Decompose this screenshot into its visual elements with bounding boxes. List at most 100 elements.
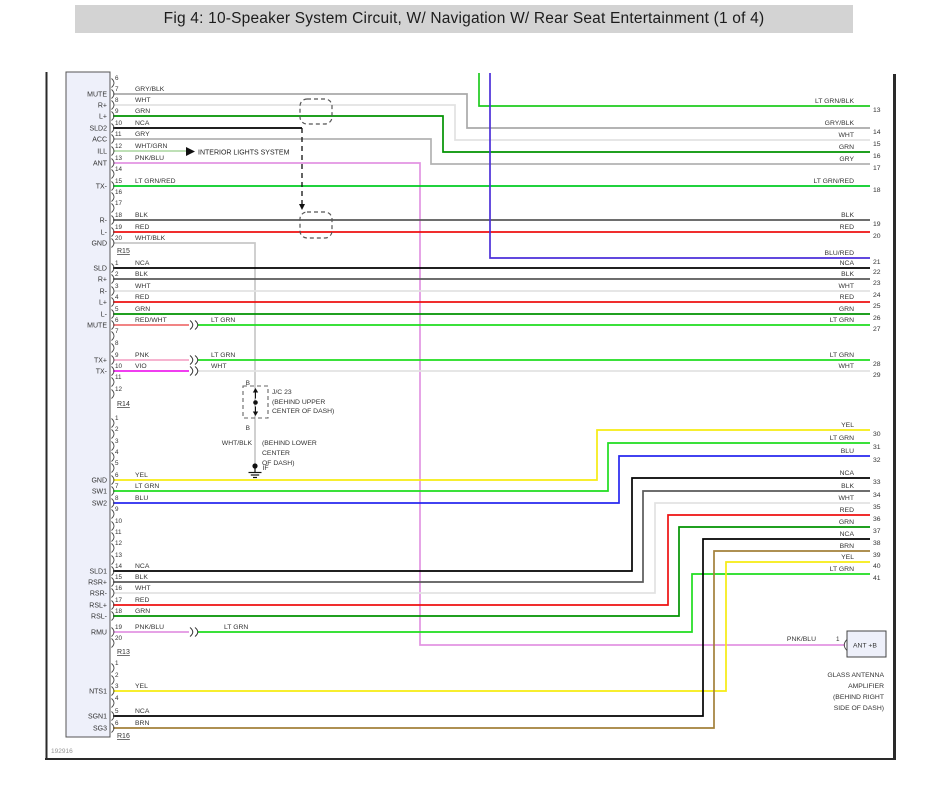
inline-connector-icon-3	[189, 627, 194, 637]
pin-number-r15-15: 15	[115, 178, 123, 185]
pin-bracket-r16-6	[111, 723, 115, 733]
terminal-label-r: R+	[98, 103, 107, 110]
pin-number-r16-5: 5	[115, 708, 119, 715]
terminal-label-sw1: SW1	[92, 489, 107, 496]
wire-color-label-nca: NCA	[135, 260, 150, 267]
wire-color-label-nca: NCA	[135, 708, 150, 715]
wire-pnk-blu-6	[113, 162, 845, 646]
right-wire-color-label-29: WHT	[839, 363, 854, 370]
right-pin-number-17: 17	[873, 165, 881, 172]
interior-lights-system-label: INTERIOR LIGHTS SYSTEM	[198, 150, 290, 157]
ground-code-label: IF	[263, 465, 269, 472]
junction-arrow-down-head	[252, 411, 259, 416]
pin-number-r13-2: 2	[115, 426, 119, 433]
pin-bracket-r13-7	[111, 486, 115, 496]
pin-number-r13-11: 11	[115, 529, 122, 536]
antenna-caption-line-2: (BEHIND RIGHT	[833, 694, 884, 701]
right-pin-number-39: 39	[873, 552, 881, 559]
right-pin-number-41: 41	[873, 575, 881, 582]
pin-number-r13-20: 20	[115, 635, 123, 642]
pin-bracket-r14-7	[111, 331, 115, 341]
wire-grn-31	[113, 526, 870, 617]
pin-bracket-r15-17	[111, 203, 115, 213]
ground-caption-line-1: CENTER	[262, 450, 290, 457]
pin-number-r13-15: 15	[115, 574, 123, 581]
pin-number-r13-19: 19	[115, 624, 123, 631]
pin-bracket-r13-19	[111, 627, 115, 637]
right-wire-color-label-40: YEL	[841, 554, 854, 561]
wire-color-label-red: RED	[135, 597, 149, 604]
right-pin-number-31: 31	[873, 444, 881, 451]
pin-bracket-r13-2	[111, 429, 115, 439]
antenna-caption-line-1: AMPLIFIER	[848, 683, 884, 690]
junction-pin-bottom: B	[246, 425, 250, 432]
pin-number-r13-1: 1	[115, 415, 119, 422]
junction-dot	[253, 400, 258, 405]
pin-bracket-r13-1	[111, 418, 115, 428]
right-pin-number-26: 26	[873, 315, 881, 322]
terminal-label-tx: TX-	[96, 184, 108, 191]
right-connector-bar	[893, 74, 896, 758]
pin-number-r14-8: 8	[115, 340, 119, 347]
pin-number-r15-17: 17	[115, 200, 123, 207]
wire-color-label-pnk: PNK	[135, 352, 149, 359]
pin-bracket-r13-14	[111, 566, 115, 576]
antenna-pin-number: 1	[836, 636, 840, 643]
pin-number-r16-4: 4	[115, 695, 119, 702]
pin-number-r13-18: 18	[115, 608, 123, 615]
diagram-part-number: 192916	[51, 748, 73, 755]
pin-number-r13-12: 12	[115, 540, 123, 547]
pin-bracket-r13-9	[111, 509, 115, 519]
pin-bracket-r13-4	[111, 452, 115, 462]
terminal-label-l: L-	[101, 312, 108, 319]
pin-number-r14-6: 6	[115, 317, 119, 324]
right-pin-number-14: 14	[873, 129, 881, 136]
pin-number-r14-7: 7	[115, 328, 119, 335]
pin-number-r13-3: 3	[115, 438, 119, 445]
terminal-label-l: L+	[99, 300, 107, 307]
pin-bracket-r13-16	[111, 588, 115, 598]
pin-number-r16-1: 1	[115, 660, 119, 667]
pin-number-r13-16: 16	[115, 585, 123, 592]
pin-bracket-r14-6	[111, 320, 115, 330]
wire-color-label-grn: GRN	[135, 608, 150, 615]
wire-color-label-pnk-blu: PNK/BLU	[135, 624, 164, 631]
wire-grn-2	[113, 115, 870, 153]
right-pin-number-40: 40	[873, 563, 881, 570]
pin-bracket-r15-11	[111, 134, 115, 144]
ground-caption-line-2: OF DASH)	[262, 460, 294, 467]
inline-connector-icon-0	[189, 320, 194, 330]
pin-number-r13-8: 8	[115, 495, 119, 502]
pin-bracket-r14-5	[111, 309, 115, 319]
wire-color-label-grn: GRN	[135, 306, 150, 313]
pin-bracket-r14-8	[111, 343, 115, 353]
right-wire-color-label-30: YEL	[841, 422, 854, 429]
terminal-label-tx: TX-	[96, 369, 108, 376]
wire-red-30	[113, 514, 870, 606]
right-wire-color-label-32: BLU	[841, 448, 854, 455]
pin-number-r13-9: 9	[115, 506, 119, 513]
wire-wht-29	[113, 502, 870, 594]
pin-bracket-r16-3	[111, 686, 115, 696]
right-pin-number-30: 30	[873, 431, 881, 438]
pin-number-r14-11: 11	[115, 374, 122, 381]
connector-label-r14: R14	[117, 401, 130, 408]
pin-number-r13-5: 5	[115, 460, 119, 467]
pin-bracket-r13-6	[111, 475, 115, 485]
junction-caption-line-0: J/C 23	[272, 389, 292, 396]
wire-color-label-lt-grn: LT GRN	[135, 483, 159, 490]
right-wire-color-label-37: GRN	[839, 519, 854, 526]
right-pin-number-28: 28	[873, 361, 881, 368]
antenna-pin-bracket	[843, 639, 848, 651]
pin-bracket-r13-5	[111, 463, 115, 473]
terminal-label-sg3: SG3	[93, 726, 107, 733]
antenna-caption-line-0: GLASS ANTENNA	[827, 672, 884, 679]
inline-connector-icon-1	[189, 355, 194, 365]
terminal-label-l: L+	[99, 114, 107, 121]
right-pin-number-22: 22	[873, 269, 881, 276]
right-wire-color-label-23: BLK	[841, 271, 854, 278]
antenna-amplifier-box	[846, 630, 887, 658]
wire-color-label-red: RED	[135, 294, 149, 301]
pin-bracket-r13-10	[111, 521, 115, 531]
